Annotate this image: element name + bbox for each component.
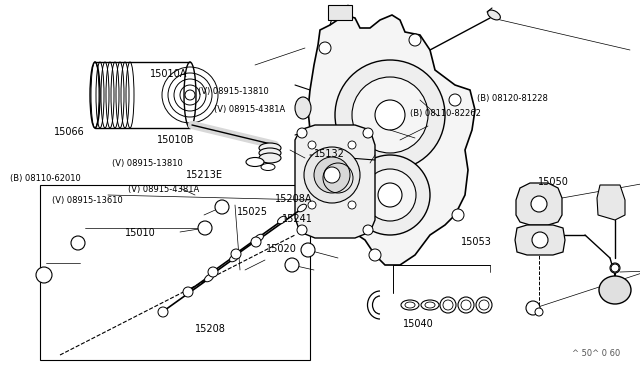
Circle shape (535, 308, 543, 316)
Circle shape (348, 201, 356, 209)
Bar (40, 185, 310, 360)
Circle shape (301, 243, 315, 257)
Circle shape (461, 300, 471, 310)
Circle shape (215, 200, 229, 214)
Circle shape (610, 263, 620, 273)
Circle shape (449, 94, 461, 106)
Ellipse shape (295, 97, 311, 119)
Polygon shape (295, 125, 375, 238)
Circle shape (231, 249, 241, 259)
Ellipse shape (488, 10, 500, 20)
Ellipse shape (246, 157, 264, 167)
Circle shape (71, 236, 85, 250)
Ellipse shape (405, 302, 415, 308)
Circle shape (352, 77, 428, 153)
Ellipse shape (401, 300, 419, 310)
Circle shape (440, 297, 456, 313)
Polygon shape (597, 185, 625, 220)
Ellipse shape (599, 276, 631, 304)
Circle shape (458, 297, 474, 313)
Circle shape (314, 157, 350, 193)
Text: (B) 08110-82262: (B) 08110-82262 (410, 109, 481, 118)
Circle shape (369, 249, 381, 261)
Ellipse shape (259, 148, 281, 158)
Circle shape (532, 232, 548, 248)
Text: ^ 50^ 0 60: ^ 50^ 0 60 (572, 349, 620, 358)
Text: (B) 08120-81228: (B) 08120-81228 (477, 94, 548, 103)
Circle shape (348, 141, 356, 149)
Text: 15020: 15020 (266, 244, 296, 254)
Circle shape (36, 267, 52, 283)
Circle shape (375, 100, 405, 130)
Ellipse shape (230, 254, 239, 262)
Text: 15010B: 15010B (157, 135, 195, 144)
Text: 15025: 15025 (237, 207, 268, 217)
Circle shape (476, 297, 492, 313)
Circle shape (409, 34, 421, 46)
Circle shape (443, 300, 453, 310)
Text: 15213E: 15213E (186, 170, 223, 180)
Circle shape (308, 201, 316, 209)
Circle shape (297, 128, 307, 138)
Circle shape (452, 209, 464, 221)
Text: (V) 08915-4381A: (V) 08915-4381A (128, 185, 199, 194)
Text: 15132: 15132 (314, 150, 344, 159)
Polygon shape (515, 225, 565, 255)
Text: 15050: 15050 (538, 177, 568, 187)
Ellipse shape (255, 234, 264, 242)
Ellipse shape (421, 300, 439, 310)
Circle shape (208, 267, 218, 277)
Text: 15040: 15040 (403, 319, 434, 328)
Circle shape (531, 196, 547, 212)
Ellipse shape (278, 216, 287, 224)
Text: 15053: 15053 (461, 237, 492, 247)
Circle shape (324, 167, 340, 183)
Text: (B) 08110-62010: (B) 08110-62010 (10, 174, 81, 183)
Text: (V) 08915-13810: (V) 08915-13810 (112, 159, 183, 168)
Circle shape (304, 147, 360, 203)
Circle shape (285, 258, 299, 272)
Text: 15010A: 15010A (150, 70, 188, 79)
Circle shape (479, 300, 489, 310)
Circle shape (611, 264, 619, 272)
Circle shape (526, 301, 540, 315)
Circle shape (158, 307, 168, 317)
Text: 15208: 15208 (195, 324, 226, 334)
Circle shape (319, 42, 331, 54)
Text: (V) 08915-13610: (V) 08915-13610 (52, 196, 124, 205)
Text: 15241: 15241 (282, 215, 312, 224)
Polygon shape (302, 15, 475, 265)
Ellipse shape (259, 143, 281, 153)
Circle shape (335, 60, 445, 170)
Ellipse shape (298, 204, 307, 212)
Circle shape (251, 237, 261, 247)
Text: 15208A: 15208A (275, 194, 313, 204)
Polygon shape (516, 183, 562, 225)
Circle shape (350, 155, 430, 235)
Circle shape (363, 225, 373, 235)
Text: (V) 08915-4381A: (V) 08915-4381A (214, 105, 285, 114)
Polygon shape (328, 5, 352, 20)
Text: (V) 08915-13810: (V) 08915-13810 (198, 87, 269, 96)
Circle shape (363, 128, 373, 138)
Text: 15066: 15066 (54, 127, 85, 137)
Circle shape (364, 169, 416, 221)
Circle shape (308, 141, 316, 149)
Ellipse shape (259, 153, 281, 163)
Circle shape (183, 287, 193, 297)
Circle shape (198, 221, 212, 235)
Text: 15010: 15010 (125, 228, 156, 237)
Ellipse shape (205, 274, 214, 282)
Ellipse shape (425, 302, 435, 308)
Circle shape (378, 183, 402, 207)
Circle shape (297, 225, 307, 235)
